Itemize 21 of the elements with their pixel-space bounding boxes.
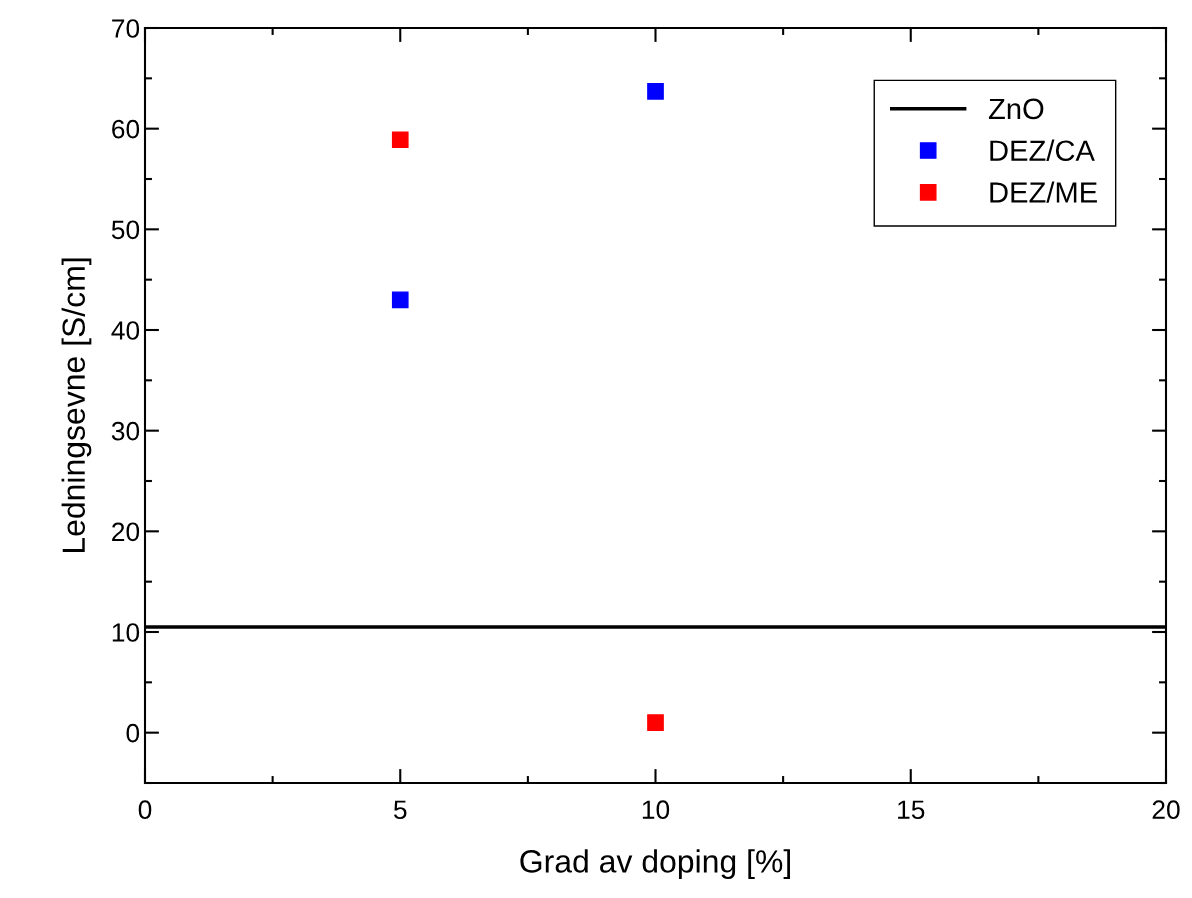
y-tick-label: 10 — [112, 623, 140, 642]
y-axis-title: Ledningsevne [S/cm] — [61, 258, 92, 553]
legend-label: DEZ/ME — [990, 181, 1097, 203]
x-tick-label: 10 — [642, 800, 670, 820]
y-tick-label: 60 — [112, 119, 140, 139]
point — [391, 131, 409, 149]
x-tick-label: 5 — [393, 800, 407, 820]
x-tick-label: 20 — [1152, 800, 1180, 820]
y-tick-label: 20 — [112, 522, 140, 542]
y-tick-label: 30 — [111, 421, 140, 441]
y-tick-label: 50 — [111, 220, 140, 240]
legend-label: ZnO — [988, 98, 1044, 120]
point — [647, 714, 664, 731]
x-tick-label: 15 — [898, 800, 925, 820]
x-axis-title: Grad av doping [%] — [520, 849, 790, 880]
point — [647, 83, 664, 100]
legend-label: DEZ/CA — [990, 139, 1095, 162]
y-tick-label: 70 — [112, 19, 140, 38]
y-tick-label: 40 — [111, 321, 140, 340]
y-tick-label: 0 — [126, 723, 140, 743]
point — [391, 291, 409, 309]
